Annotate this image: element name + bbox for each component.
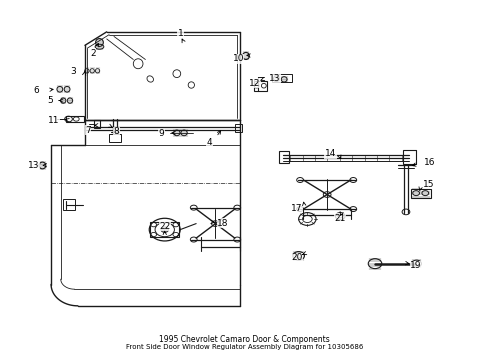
Text: 9: 9 [158, 130, 164, 139]
Bar [65, 116, 84, 122]
Bar [63, 199, 75, 210]
Text: 20: 20 [290, 253, 302, 262]
Text: 11: 11 [48, 116, 59, 125]
Bar [109, 134, 121, 142]
Bar [234, 124, 242, 132]
Text: 15: 15 [422, 180, 433, 189]
Text: 1: 1 [178, 30, 183, 39]
Text: 2: 2 [90, 49, 95, 58]
Text: 8: 8 [113, 127, 119, 136]
Text: 14: 14 [324, 149, 336, 158]
Text: 18: 18 [217, 219, 228, 228]
Bar [402, 150, 415, 165]
Text: 7: 7 [85, 126, 91, 135]
Bar [279, 151, 288, 163]
Bar [94, 121, 100, 127]
Text: 17: 17 [291, 204, 303, 213]
Text: 6: 6 [34, 86, 40, 95]
Bar [271, 75, 291, 82]
Bar [254, 81, 266, 91]
Text: 13: 13 [28, 161, 40, 170]
Bar [150, 222, 179, 237]
Text: 10: 10 [232, 54, 244, 63]
Text: 19: 19 [409, 261, 421, 270]
Text: 1995 Chevrolet Camaro Door & Components: 1995 Chevrolet Camaro Door & Components [159, 335, 329, 344]
Text: 16: 16 [423, 158, 434, 167]
Text: 22: 22 [159, 221, 170, 230]
Text: 13: 13 [269, 74, 280, 83]
Text: 4: 4 [206, 138, 212, 147]
Text: 12: 12 [248, 79, 260, 88]
Circle shape [161, 227, 168, 233]
Text: 5: 5 [47, 96, 52, 105]
Text: 21: 21 [333, 214, 345, 223]
Bar [410, 189, 430, 198]
Text: Front Side Door Window Regulator Assembly Diagram for 10305686: Front Side Door Window Regulator Assembl… [125, 344, 363, 350]
Text: 3: 3 [70, 67, 76, 76]
